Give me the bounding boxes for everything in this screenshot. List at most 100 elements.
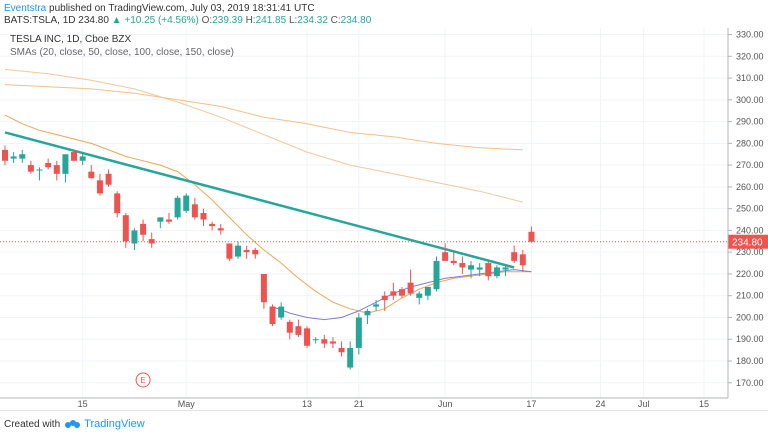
candle-body — [373, 304, 380, 307]
y-tick-label: 290.00 — [736, 117, 764, 127]
candle-body — [200, 213, 207, 220]
author-link[interactable]: Eventstra — [4, 3, 47, 14]
up-arrow-icon: ▲ — [111, 15, 122, 26]
earnings-marker-label: E — [140, 376, 145, 385]
tradingview-logo-icon — [65, 420, 81, 428]
candle-body — [338, 347, 345, 353]
y-tick-label: 330.00 — [736, 30, 764, 40]
candle-body — [19, 154, 26, 159]
candle-body — [364, 310, 371, 316]
published-text: published on TradingView.com, July 03, 2… — [46, 3, 315, 14]
sma150-line — [4, 68, 523, 203]
candle-body — [10, 156, 17, 159]
low-label: L: — [288, 15, 298, 26]
candle-body — [2, 149, 8, 161]
candle-body — [347, 347, 354, 368]
candle-body — [45, 162, 52, 168]
close-value: 234.80 — [340, 15, 372, 26]
y-tick-label: 300.00 — [736, 95, 764, 105]
created-with-label: Created with — [4, 418, 61, 430]
candle-body — [183, 195, 190, 211]
candles-layer — [2, 145, 535, 370]
candle-body — [122, 215, 129, 242]
candle-body — [321, 339, 328, 344]
candle-body — [312, 339, 319, 341]
candle-body — [398, 289, 405, 296]
x-tick-label: Jun — [438, 399, 453, 409]
candle-body — [260, 273, 267, 303]
candle-body — [416, 293, 423, 298]
candle-body — [442, 252, 449, 261]
y-tick-label: 310.00 — [736, 73, 764, 83]
tradingview-link[interactable]: TradingView — [84, 418, 145, 430]
candle-body — [105, 173, 112, 185]
y-tick-label: 210.00 — [736, 291, 764, 301]
candle-body — [191, 204, 198, 218]
y-tick-label: 280.00 — [736, 138, 764, 148]
quote-line: BATS:TSLA, 1D 234.80 ▲ +10.25 (+4.56%) O… — [4, 15, 371, 26]
candle-body — [329, 341, 336, 344]
x-tick-label: 17 — [526, 399, 536, 409]
y-tick-label: 260.00 — [736, 182, 764, 192]
candle-body — [209, 223, 216, 227]
x-tick-label: 15 — [78, 399, 88, 409]
chart-legend: TESLA INC, 1D, Cboe BZX SMAs (20, close,… — [10, 33, 234, 59]
low-value: 234.32 — [297, 15, 328, 26]
candle-body — [148, 239, 155, 244]
earnings-marker-layer: E — [135, 372, 151, 388]
legend-indicator: SMAs (20, close, 50, close, 100, close, … — [10, 47, 234, 58]
candle-body — [355, 317, 362, 348]
candle-body — [390, 291, 397, 296]
sma100-line — [4, 84, 523, 151]
y-tick-label: 200.00 — [736, 312, 764, 322]
candle-body — [252, 250, 259, 255]
header-bar: Eventstra published on TradingView.com, … — [0, 0, 768, 28]
candle-body — [174, 197, 181, 218]
candle-body — [88, 171, 95, 179]
last-price-label: 234.80 — [732, 238, 763, 249]
x-axis: 15 May 13 21 Jun 17 24 Jul 15 — [0, 397, 728, 409]
candle-body — [407, 282, 414, 294]
x-tick-label: 15 — [699, 399, 709, 409]
close-label: C: — [330, 15, 341, 26]
trendline — [4, 131, 515, 269]
candle-body — [79, 156, 86, 161]
candle-body — [71, 152, 78, 161]
change-value: +10.25 (+4.56%) — [124, 15, 199, 26]
candle-body — [295, 326, 302, 335]
candle-body — [62, 154, 69, 174]
candle-body — [165, 219, 172, 222]
candle-body — [217, 228, 224, 231]
y-tick-label: 170.00 — [736, 378, 764, 388]
open-value: 239.39 — [212, 15, 243, 26]
last-price: 234.80 — [78, 15, 109, 26]
y-tick-label: 270.00 — [736, 160, 764, 170]
y-tick-label: 240.00 — [736, 225, 764, 235]
y-tick-label: 250.00 — [736, 204, 764, 214]
candle-body — [528, 231, 535, 242]
y-tick-label: 180.00 — [736, 356, 764, 366]
earnings-marker — [135, 372, 151, 388]
y-tick-label: 220.00 — [736, 269, 764, 279]
x-tick-label: 24 — [595, 399, 605, 409]
candle-body — [381, 295, 388, 301]
x-tick-label: May — [178, 399, 196, 409]
candle-body — [96, 180, 103, 194]
candle-body — [476, 267, 483, 270]
x-tick-label: 13 — [302, 399, 312, 409]
trendline-layer — [4, 131, 515, 269]
footer-bar: Created with TradingView — [0, 410, 768, 435]
candle-body — [485, 263, 492, 277]
candle-body — [131, 230, 138, 244]
candle-body — [269, 306, 276, 324]
candle-body — [53, 165, 60, 174]
y-axis: 170.00 180.00 190.00 200.00 210.00 220.00 230.… — [727, 28, 764, 398]
high-value: 241.85 — [255, 15, 287, 26]
candle-body — [459, 263, 466, 268]
high-label: H: — [245, 15, 256, 26]
candle-body — [468, 265, 475, 270]
candle-body — [226, 243, 233, 259]
sma-lines — [4, 68, 532, 321]
x-tick-label: 21 — [354, 399, 364, 409]
